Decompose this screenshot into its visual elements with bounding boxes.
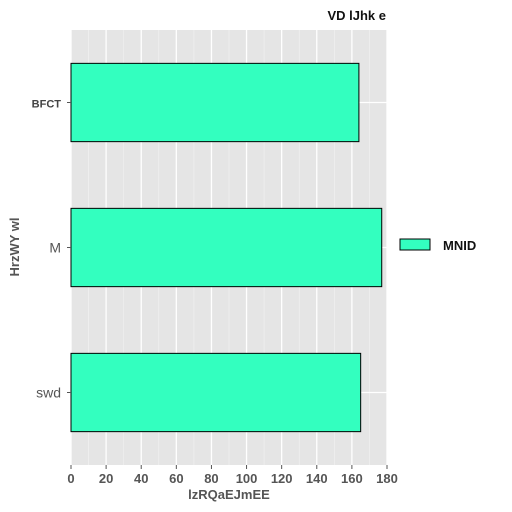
x-tick-label: 120 xyxy=(271,471,293,486)
legend: MNID xyxy=(399,238,476,253)
x-axis-label: lzRQaEJmEE xyxy=(188,487,270,502)
legend-label: MNID xyxy=(443,238,476,253)
y-tick-label: swd xyxy=(36,385,61,401)
x-tick-label: 60 xyxy=(169,471,183,486)
x-tick-label: 40 xyxy=(134,471,148,486)
y-tick-label: BFCT xyxy=(32,99,62,111)
y-axis-label: HrzWY wl xyxy=(7,218,22,277)
chart-title: VD lJhk e xyxy=(327,8,386,23)
x-tick-label: 100 xyxy=(236,471,258,486)
bar xyxy=(70,62,360,143)
y-tick-label: M xyxy=(49,240,61,256)
x-tick-label: 160 xyxy=(341,471,363,486)
x-tick-label: 140 xyxy=(306,471,328,486)
x-tick-label: 20 xyxy=(99,471,113,486)
x-tick-label: 80 xyxy=(204,471,218,486)
x-axis-ticks: 0 20 40 60 80 100 120 140 160 180 xyxy=(67,465,398,486)
x-tick-label: 180 xyxy=(376,471,398,486)
bar xyxy=(70,352,362,433)
x-tick-label: 0 xyxy=(67,471,74,486)
bars xyxy=(70,62,383,433)
legend-swatch xyxy=(399,238,431,251)
bar xyxy=(70,207,383,288)
